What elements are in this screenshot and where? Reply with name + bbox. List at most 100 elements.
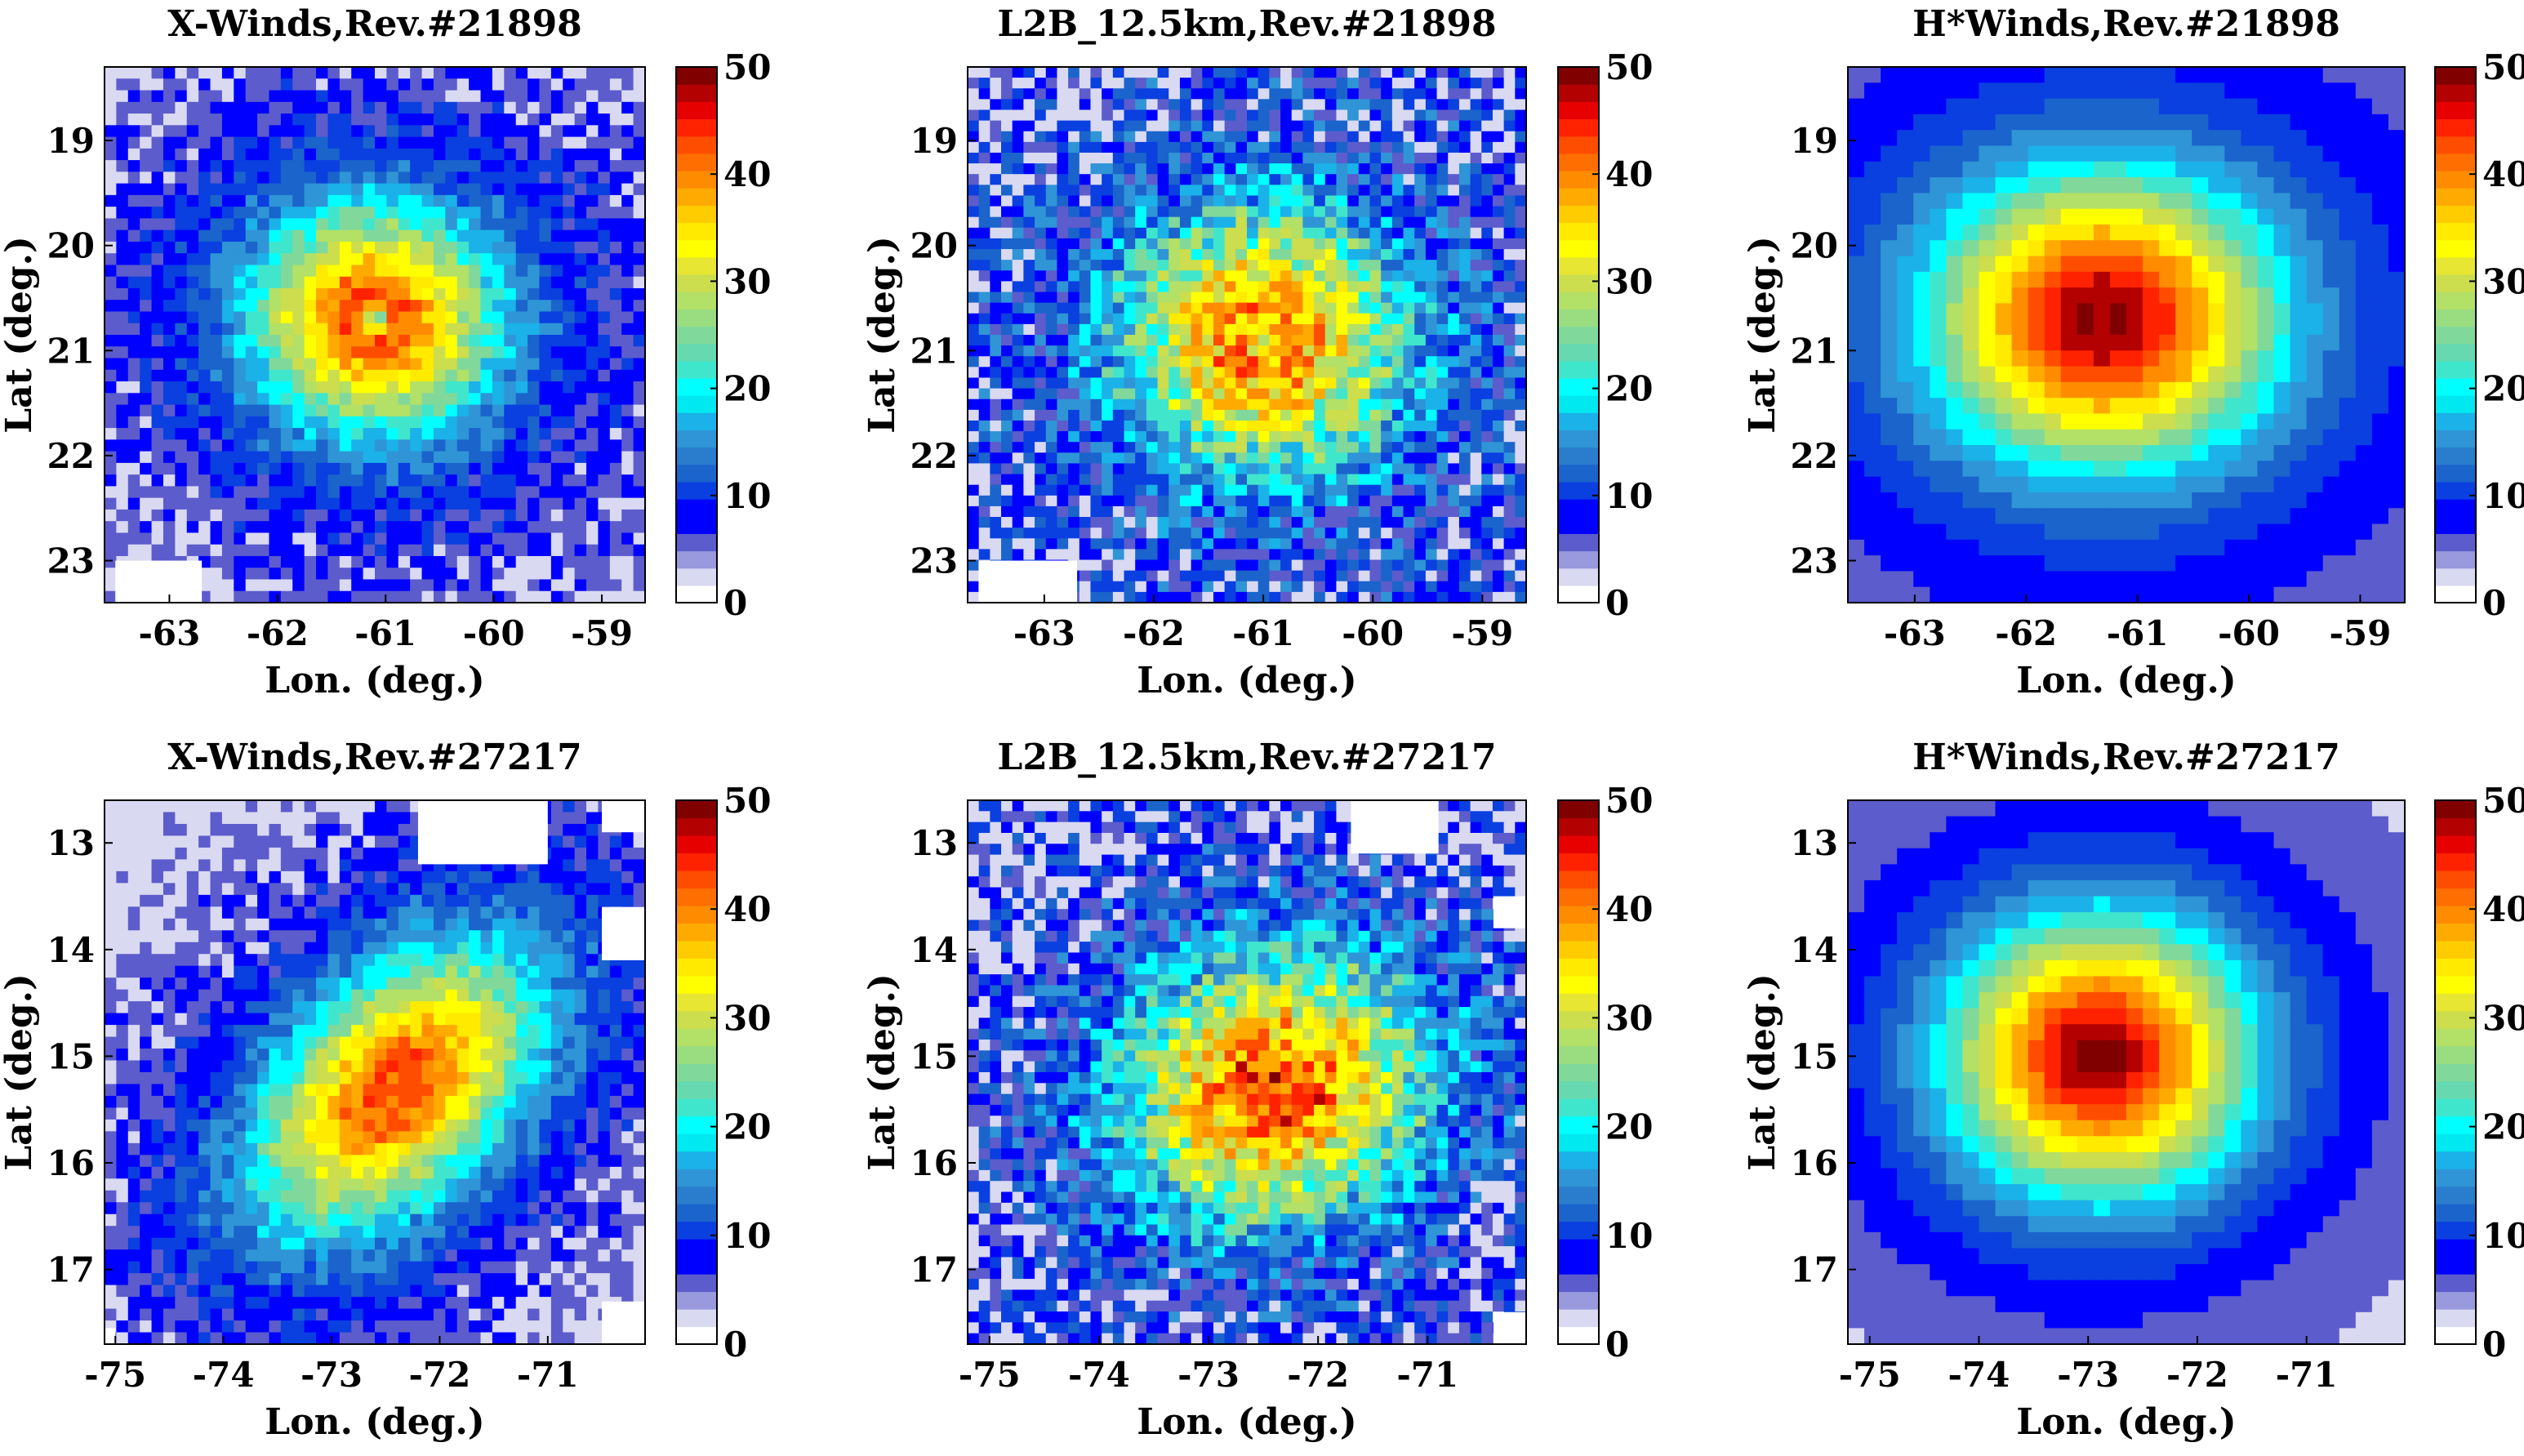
heatmap-cell	[1023, 313, 1035, 325]
heatmap-cell	[1314, 549, 1326, 561]
heatmap-cell	[1336, 270, 1348, 282]
heatmap-cell	[1492, 313, 1505, 325]
heatmap-cell	[221, 207, 234, 219]
heatmap-cell	[2273, 130, 2291, 147]
heatmap-cell	[1470, 302, 1482, 314]
heatmap-cell	[339, 544, 352, 557]
heatmap-cell	[1235, 409, 1248, 421]
heatmap-cell	[398, 416, 411, 429]
heatmap-cell	[398, 346, 411, 359]
heatmap-cell	[492, 369, 505, 382]
heatmap-cell	[1324, 78, 1338, 89]
heatmap-cell	[1045, 227, 1058, 239]
heatmap-cell	[1369, 528, 1382, 539]
heatmap-cell	[1157, 495, 1169, 507]
heatmap-cell	[1436, 67, 1449, 78]
heatmap-cell	[1458, 335, 1471, 346]
heatmap-cell	[105, 323, 117, 336]
heatmap-cell	[480, 393, 493, 406]
heatmap-cell	[375, 67, 387, 79]
heatmap-cell	[1436, 591, 1449, 603]
heatmap-cell	[1157, 377, 1169, 390]
heatmap-cell	[469, 369, 482, 382]
heatmap-cell	[1280, 152, 1293, 164]
heatmap-cell	[1112, 323, 1125, 336]
heatmap-cell	[1314, 206, 1326, 218]
heatmap-cell	[280, 300, 293, 313]
colorbar-segment	[676, 481, 717, 500]
heatmap-cell	[1090, 356, 1102, 367]
heatmap-cell	[1124, 313, 1136, 325]
heatmap-cell	[1157, 185, 1169, 197]
heatmap-cell	[563, 532, 576, 545]
heatmap-cell	[1258, 99, 1270, 111]
heatmap-cell	[1347, 163, 1360, 175]
heatmap-cell	[351, 194, 364, 207]
heatmap-cell	[398, 451, 411, 464]
heatmap-cell	[421, 544, 434, 557]
heatmap-cell	[280, 474, 293, 487]
heatmap-cell	[968, 78, 980, 89]
heatmap-cell	[140, 78, 153, 91]
heatmap-cell	[363, 311, 376, 324]
heatmap-cell	[351, 78, 364, 91]
heatmap-cell	[539, 300, 552, 313]
heatmap-cell	[1191, 431, 1203, 443]
colorbar-segment	[676, 499, 717, 517]
heatmap-cell	[1347, 517, 1360, 528]
heatmap-cell	[1347, 528, 1360, 539]
heatmap-cell	[2159, 114, 2176, 131]
heatmap-cell	[1336, 216, 1348, 229]
heatmap-cell	[1079, 216, 1092, 229]
heatmap-cell	[1347, 452, 1360, 465]
heatmap-cell	[1247, 174, 1259, 185]
heatmap-cell	[1135, 420, 1147, 432]
heatmap-cell	[1068, 356, 1080, 367]
heatmap-cell	[245, 300, 258, 313]
y-tick-label: 21	[910, 331, 958, 371]
heatmap-cell	[433, 590, 446, 603]
heatmap-cell	[621, 381, 634, 394]
heatmap-cell	[316, 160, 329, 172]
heatmap-cell	[363, 416, 376, 429]
heatmap-cell	[280, 462, 293, 475]
heatmap-cell	[990, 163, 1002, 175]
missing-data-block	[115, 560, 203, 603]
heatmap-cell	[1425, 292, 1438, 304]
heatmap-cell	[1336, 185, 1348, 197]
heatmap-cell	[1470, 292, 1482, 304]
heatmap-cell	[1247, 99, 1259, 111]
heatmap-cell	[1102, 420, 1114, 432]
heatmap-cell	[1414, 174, 1427, 185]
heatmap-cell	[1381, 474, 1393, 486]
heatmap-cell	[433, 474, 446, 487]
heatmap-cell	[469, 439, 482, 452]
heatmap-cell	[1425, 206, 1438, 218]
heatmap-cell	[574, 90, 587, 103]
heatmap-cell	[550, 194, 563, 207]
heatmap-cell	[386, 590, 399, 603]
heatmap-cell	[304, 544, 317, 557]
heatmap-cell	[1102, 517, 1114, 528]
heatmap-cell	[1369, 452, 1382, 465]
heatmap-cell	[1979, 67, 1996, 83]
heatmap-cell	[1324, 99, 1338, 111]
heatmap-cell	[1124, 270, 1136, 282]
heatmap-cell	[621, 160, 634, 172]
heatmap-cell	[105, 590, 117, 603]
heatmap-cell	[504, 160, 517, 172]
heatmap-cell	[1258, 216, 1270, 229]
heatmap-cell	[386, 358, 399, 371]
heatmap-cell	[1458, 388, 1471, 400]
heatmap-cell	[116, 136, 129, 149]
heatmap-cell	[1515, 174, 1527, 185]
heatmap-cell	[1235, 206, 1248, 218]
heatmap-cell	[1068, 152, 1080, 164]
heatmap-cell	[480, 555, 493, 568]
heatmap-cell	[1503, 442, 1516, 453]
heatmap-cell	[351, 67, 364, 79]
heatmap-cell	[234, 555, 247, 568]
heatmap-cell	[1213, 474, 1226, 486]
heatmap-cell	[1414, 463, 1427, 475]
heatmap-cell	[456, 194, 470, 207]
